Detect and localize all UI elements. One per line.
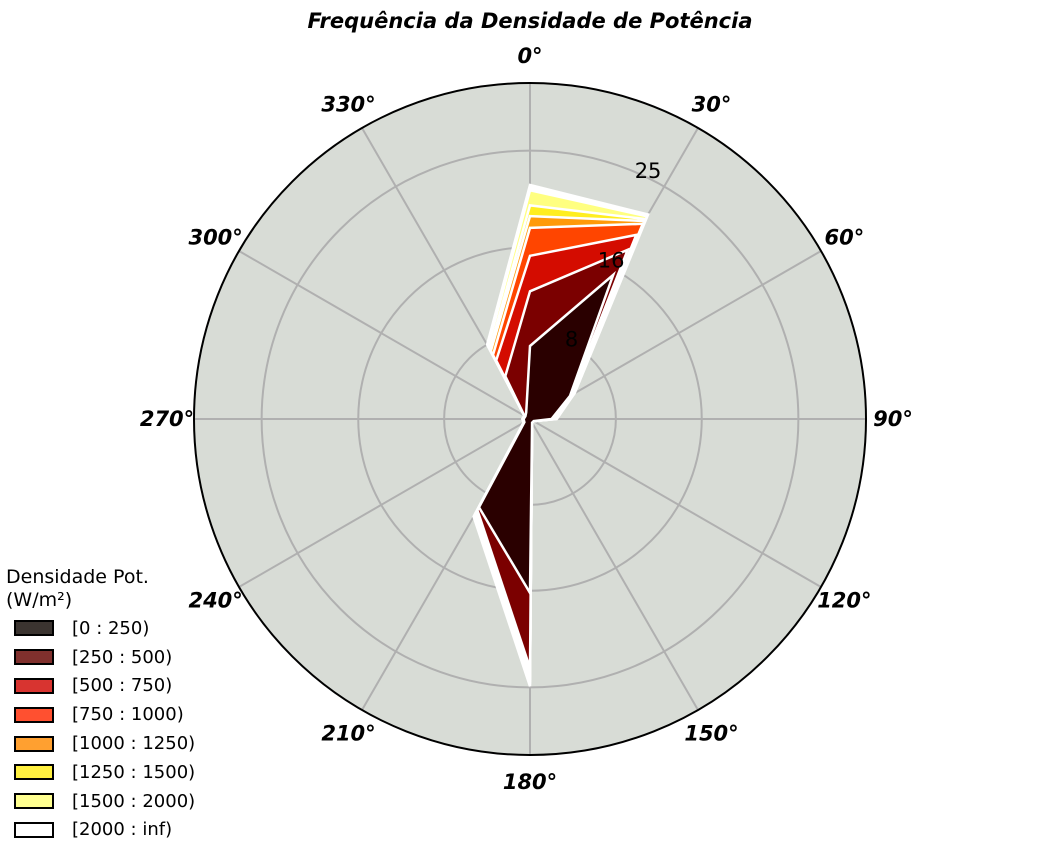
angle-label-270: 270° [140, 407, 194, 431]
legend-item: [0 : 250) [6, 614, 246, 643]
legend-swatch [14, 821, 54, 838]
legend-swatch [14, 620, 54, 637]
legend-swatch [14, 735, 54, 752]
legend-label: [1000 : 1250) [72, 733, 196, 755]
legend-label: [1250 : 1500) [72, 761, 196, 783]
legend-label: [500 : 750) [72, 675, 173, 697]
grid-spoke-150 [529, 418, 699, 711]
legend-label: [750 : 1000) [72, 704, 184, 726]
chart-title: Frequência da Densidade de Potência [307, 9, 752, 33]
polar-outline [193, 82, 867, 756]
radial-tick-label: 8 [565, 328, 578, 352]
legend-label: [1500 : 2000) [72, 790, 196, 812]
angle-labels: 0° 30° 60° 90° 120° 150° 180° 210° 240° 270° 300° 3… [140, 44, 913, 794]
legend-swatch [14, 793, 54, 810]
series-area-1 [477, 270, 616, 598]
angle-label-60: 60° [825, 226, 865, 250]
series-layer [472, 183, 650, 687]
angle-label-150: 150° [684, 721, 738, 745]
grid-spoke-60 [529, 250, 822, 420]
legend-item: [1250 : 1500) [6, 758, 246, 787]
legend-title: Densidade Pot. (W/m²) [6, 566, 149, 611]
angle-label-30: 30° [692, 93, 732, 117]
angle-label-0: 0° [517, 44, 542, 68]
grid-spoke-120 [529, 418, 822, 588]
legend-item: [1000 : 1250) [6, 729, 246, 758]
radial-tick-labels: 8 16 25 [565, 159, 662, 352]
angle-label-240: 240° [188, 589, 242, 613]
grid-spoke-240 [238, 418, 531, 588]
angle-label-180: 180° [503, 770, 557, 794]
legend-swatch [14, 649, 54, 666]
angle-label-330: 330° [321, 93, 375, 117]
legend-item: [500 : 750) [6, 672, 246, 701]
legend-item: [250 : 500) [6, 643, 246, 672]
legend-label: [0 : 250) [72, 617, 150, 639]
legend-label: [250 : 500) [72, 646, 173, 668]
legend-swatch [14, 706, 54, 723]
legend-items: [0 : 250) [250 : 500) [500 : 750) [750 : 10… [6, 614, 246, 844]
legend-swatch [14, 677, 54, 694]
legend-item: [1500 : 2000) [6, 787, 246, 816]
angle-label-300: 300° [188, 226, 242, 250]
legend: Densidade Pot. (W/m²) [0 : 250) [250 : 500… [6, 566, 246, 844]
radial-tick-label: 25 [635, 159, 662, 183]
legend-item: [2000 : inf) [6, 816, 246, 844]
angle-label-90: 90° [873, 407, 913, 431]
grid-spoke-300 [238, 250, 531, 420]
legend-label: [2000 : inf) [72, 819, 173, 841]
angle-label-210: 210° [321, 721, 375, 745]
legend-item: [750 : 1000) [6, 700, 246, 729]
angle-label-120: 120° [817, 589, 871, 613]
legend-swatch [14, 764, 54, 781]
radial-tick-label: 16 [598, 248, 625, 272]
